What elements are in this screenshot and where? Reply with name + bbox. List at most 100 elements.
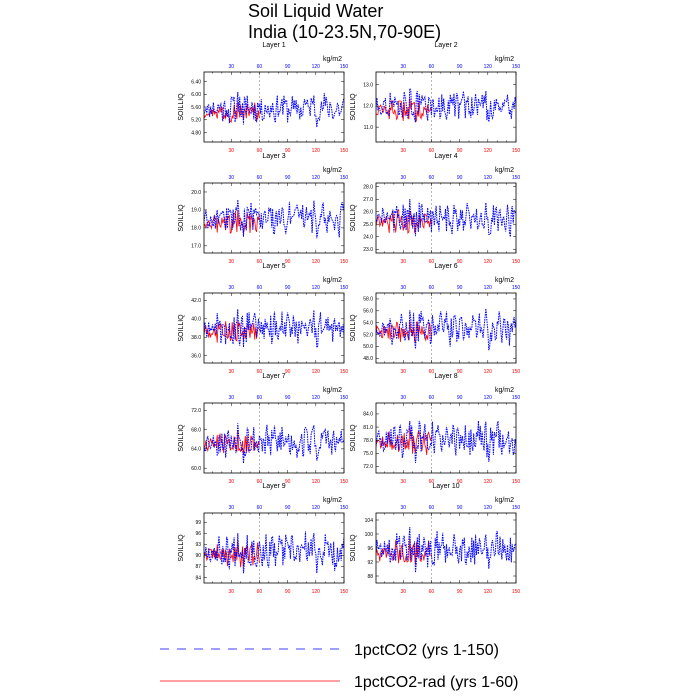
y-axis-label: SOILLIQ bbox=[178, 314, 185, 342]
panel-layer-7: Layer 7 kg/m2 SOILLIQ 30 30 60 60 90 90 120 120 150… bbox=[178, 373, 348, 485]
figure-title-line1: Soil Liquid Water bbox=[248, 1, 383, 21]
x-tick-label-top: 90 bbox=[285, 64, 291, 70]
panel-title: Layer 1 bbox=[262, 42, 285, 49]
x-tick-label-top: 120 bbox=[312, 175, 321, 181]
y-tick-label: 42.0 bbox=[191, 298, 201, 304]
x-tick-label-bottom: 120 bbox=[312, 259, 321, 265]
x-tick-label-top: 90 bbox=[285, 395, 291, 401]
x-tick-label-top: 90 bbox=[457, 505, 463, 511]
y-tick-label: 11.0 bbox=[364, 125, 374, 131]
panel-title: Layer 8 bbox=[434, 373, 457, 380]
x-tick-label-bottom: 30 bbox=[228, 259, 234, 265]
x-tick-label-top: 150 bbox=[512, 285, 521, 291]
y-tick-label: 19.0 bbox=[191, 208, 201, 214]
x-tick-label-bottom: 60 bbox=[429, 148, 435, 154]
panel-layer-2: Layer 2 kg/m2 SOILLIQ 30 30 60 60 90 90 120 120 150… bbox=[350, 42, 520, 154]
y-tick-label: 75.0 bbox=[363, 451, 373, 457]
y-axis-label: SOILLIQ bbox=[178, 424, 185, 452]
x-tick-label-bottom: 60 bbox=[429, 259, 435, 265]
unit-label: kg/m2 bbox=[323, 497, 342, 504]
y-tick-label: 27.0 bbox=[363, 197, 373, 203]
y-tick-label: 18.0 bbox=[191, 226, 201, 232]
y-tick-label: 52.0 bbox=[363, 332, 373, 338]
x-tick-label-top: 30 bbox=[228, 395, 234, 401]
panel-title: Layer 3 bbox=[262, 153, 285, 160]
x-tick-label-bottom: 90 bbox=[285, 479, 291, 485]
x-tick-label-top: 150 bbox=[340, 505, 349, 511]
x-tick-label-bottom: 30 bbox=[228, 148, 234, 154]
y-tick-label: 13.0 bbox=[363, 83, 373, 89]
x-tick-label-top: 90 bbox=[457, 285, 463, 291]
x-tick-label-bottom: 90 bbox=[285, 589, 291, 595]
y-tick-label: 87 bbox=[195, 564, 201, 570]
x-tick-label-bottom: 30 bbox=[228, 479, 234, 485]
x-tick-label-top: 120 bbox=[484, 505, 493, 511]
y-tick-label: 96 bbox=[367, 546, 373, 552]
x-tick-label-top: 150 bbox=[340, 395, 349, 401]
unit-label: kg/m2 bbox=[495, 277, 514, 284]
panel-title: Layer 5 bbox=[262, 263, 285, 270]
x-tick-label-bottom: 90 bbox=[457, 479, 463, 485]
y-tick-label: 4.80 bbox=[191, 130, 201, 136]
y-axis-label: SOILLIQ bbox=[350, 314, 357, 342]
series-line-1pctCO2 bbox=[376, 420, 516, 463]
y-tick-label: 100 bbox=[365, 532, 374, 538]
y-axis-label: SOILLIQ bbox=[350, 424, 357, 452]
x-tick-label-bottom: 60 bbox=[429, 479, 435, 485]
x-tick-label-top: 30 bbox=[400, 175, 406, 181]
x-tick-label-bottom: 120 bbox=[484, 479, 493, 485]
x-tick-label-bottom: 150 bbox=[340, 369, 349, 375]
x-tick-label-top: 30 bbox=[228, 64, 234, 70]
x-tick-label-top: 30 bbox=[228, 505, 234, 511]
y-tick-label: 72.0 bbox=[191, 408, 201, 414]
x-tick-label-top: 60 bbox=[257, 175, 263, 181]
series-line-1pctCO2 bbox=[204, 91, 344, 128]
x-tick-label-top: 30 bbox=[228, 175, 234, 181]
series-line-1pctCO2 bbox=[376, 88, 516, 123]
panel-layer-3: Layer 3 kg/m2 SOILLIQ 30 30 60 60 90 90 120 120 150… bbox=[178, 153, 348, 265]
x-tick-label-top: 90 bbox=[285, 175, 291, 181]
x-tick-label-bottom: 150 bbox=[512, 259, 521, 265]
x-tick-label-top: 120 bbox=[484, 175, 493, 181]
y-tick-label: 84.0 bbox=[363, 412, 373, 418]
x-tick-label-top: 120 bbox=[312, 64, 321, 70]
x-tick-label-bottom: 30 bbox=[400, 589, 406, 595]
unit-label: kg/m2 bbox=[323, 56, 342, 63]
x-tick-label-bottom: 90 bbox=[457, 259, 463, 265]
panel-title: Layer 9 bbox=[262, 483, 285, 490]
y-tick-label: 81.0 bbox=[363, 425, 373, 431]
legend-label-1pctCO2-rad: 1pctCO2-rad (yrs 1-60) bbox=[354, 674, 519, 691]
y-tick-label: 56.0 bbox=[363, 309, 373, 315]
x-tick-label-bottom: 120 bbox=[484, 259, 493, 265]
y-axis-label: SOILLIQ bbox=[178, 204, 185, 232]
legend: 1pctCO2 (yrs 1-150) 1pctCO2-rad (yrs 1-6… bbox=[160, 642, 519, 691]
y-tick-label: 20.0 bbox=[191, 190, 201, 196]
series-line-1pctCO2-rad bbox=[204, 540, 260, 568]
x-tick-label-top: 30 bbox=[228, 285, 234, 291]
panel-layer-6: Layer 6 kg/m2 SOILLIQ 30 30 60 60 90 90 120 120 150… bbox=[350, 263, 520, 375]
x-tick-label-bottom: 120 bbox=[312, 589, 321, 595]
y-tick-label: 64.0 bbox=[191, 447, 201, 453]
panel-layer-8: Layer 8 kg/m2 SOILLIQ 30 30 60 60 90 90 120 120 150… bbox=[350, 373, 520, 485]
x-tick-label-bottom: 90 bbox=[285, 259, 291, 265]
y-axis-label: SOILLIQ bbox=[350, 534, 357, 562]
x-tick-label-bottom: 120 bbox=[484, 589, 493, 595]
x-tick-label-top: 60 bbox=[429, 395, 435, 401]
series-line-1pctCO2-rad bbox=[376, 98, 432, 123]
y-axis-label: SOILLIQ bbox=[350, 93, 357, 121]
x-tick-label-top: 60 bbox=[429, 505, 435, 511]
x-tick-label-top: 90 bbox=[457, 395, 463, 401]
x-tick-label-bottom: 120 bbox=[484, 369, 493, 375]
series-line-1pctCO2-rad bbox=[204, 209, 260, 234]
panel-title: Layer 7 bbox=[262, 373, 285, 380]
y-tick-label: 38.0 bbox=[191, 335, 201, 341]
series-line-1pctCO2 bbox=[204, 199, 344, 239]
legend-label-1pctCO2: 1pctCO2 (yrs 1-150) bbox=[354, 642, 499, 659]
x-tick-label-bottom: 30 bbox=[228, 589, 234, 595]
y-tick-label: 50.0 bbox=[363, 344, 373, 350]
x-tick-label-top: 120 bbox=[484, 395, 493, 401]
x-tick-label-top: 120 bbox=[312, 395, 321, 401]
x-tick-label-bottom: 150 bbox=[340, 148, 349, 154]
x-tick-label-top: 120 bbox=[484, 64, 493, 70]
y-tick-label: 84 bbox=[195, 575, 201, 581]
